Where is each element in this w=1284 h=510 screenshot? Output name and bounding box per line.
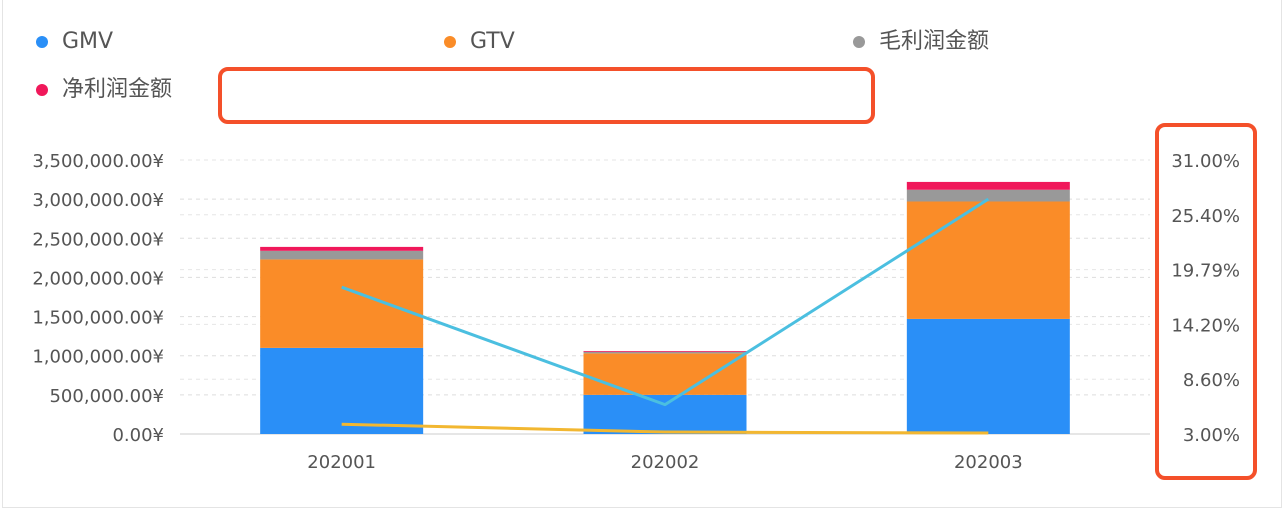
x-tick-label: 202002 bbox=[631, 452, 700, 473]
bar-segment bbox=[260, 250, 424, 260]
legend-item-gtv[interactable]: GTV bbox=[444, 31, 515, 53]
y-left-tick-label: 1,500,000.00¥ bbox=[32, 308, 164, 329]
bar-segment bbox=[906, 181, 1070, 190]
bar-segment bbox=[583, 394, 747, 434]
legend-dot-gtv bbox=[444, 36, 456, 48]
legend-label-gross-profit: 毛利润金额 bbox=[879, 29, 990, 54]
line-series bbox=[341, 197, 990, 435]
bar-segment bbox=[260, 347, 424, 434]
y-left-tick-label: 2,500,000.00¥ bbox=[32, 229, 164, 250]
left-axis-ticks: 0.00¥ 500,000.00¥ 1,000,000.00¥ 1,500,000.0… bbox=[32, 151, 164, 446]
y-left-tick-label: 1,000,000.00¥ bbox=[32, 347, 164, 368]
legend-dot-gross-profit bbox=[853, 36, 865, 48]
bar-segment bbox=[583, 351, 747, 352]
right-axis-ticks: 3.00% 8.60% 14.20% 19.79% 25.40% 31.00% bbox=[1171, 151, 1240, 446]
legend-item-net-profit[interactable]: 净利润金额 bbox=[36, 79, 172, 101]
bar-series bbox=[260, 181, 1070, 434]
legend-dot-net-profit bbox=[36, 84, 48, 96]
legend-item-gross-profit[interactable]: 毛利润金额 bbox=[853, 31, 989, 53]
x-tick-label: 202001 bbox=[307, 452, 376, 473]
legend-item-gmv[interactable]: GMV bbox=[36, 31, 113, 53]
bar-segment bbox=[906, 318, 1070, 434]
legend-label-net-profit: 净利润金额 bbox=[62, 77, 173, 102]
bar-segment bbox=[260, 246, 424, 251]
legend-dot-gmv bbox=[36, 36, 48, 48]
y-right-tick-label: 3.00% bbox=[1183, 425, 1240, 446]
highlight-box-right-axis bbox=[1155, 123, 1257, 480]
y-right-tick-label: 19.79% bbox=[1171, 261, 1240, 282]
highlight-box-legend-area bbox=[218, 67, 875, 124]
y-left-tick-label: 500,000.00¥ bbox=[49, 386, 164, 407]
y-left-tick-label: 3,500,000.00¥ bbox=[32, 151, 164, 172]
y-left-tick-label: 0.00¥ bbox=[112, 425, 164, 446]
y-left-tick-label: 2,000,000.00¥ bbox=[32, 268, 164, 289]
x-tick-label: 202003 bbox=[954, 452, 1023, 473]
y-right-tick-label: 31.00% bbox=[1171, 151, 1240, 172]
y-left-tick-label: 3,000,000.00¥ bbox=[32, 190, 164, 211]
y-right-tick-label: 14.20% bbox=[1171, 315, 1240, 336]
line-series-path bbox=[341, 422, 989, 435]
bar-segment bbox=[583, 353, 747, 395]
bar-segment bbox=[260, 259, 424, 348]
y-right-tick-label: 8.60% bbox=[1183, 370, 1240, 391]
bar-segment bbox=[906, 201, 1070, 319]
bar-segment bbox=[906, 189, 1070, 202]
line-series-path bbox=[341, 197, 990, 407]
bar-segment bbox=[583, 351, 747, 354]
legend-label-gmv: GMV bbox=[62, 29, 114, 54]
legend-label-gtv: GTV bbox=[470, 29, 515, 54]
y-right-tick-label: 25.40% bbox=[1171, 206, 1240, 227]
x-axis-ticks: 202001 202002 202003 bbox=[307, 452, 1022, 473]
